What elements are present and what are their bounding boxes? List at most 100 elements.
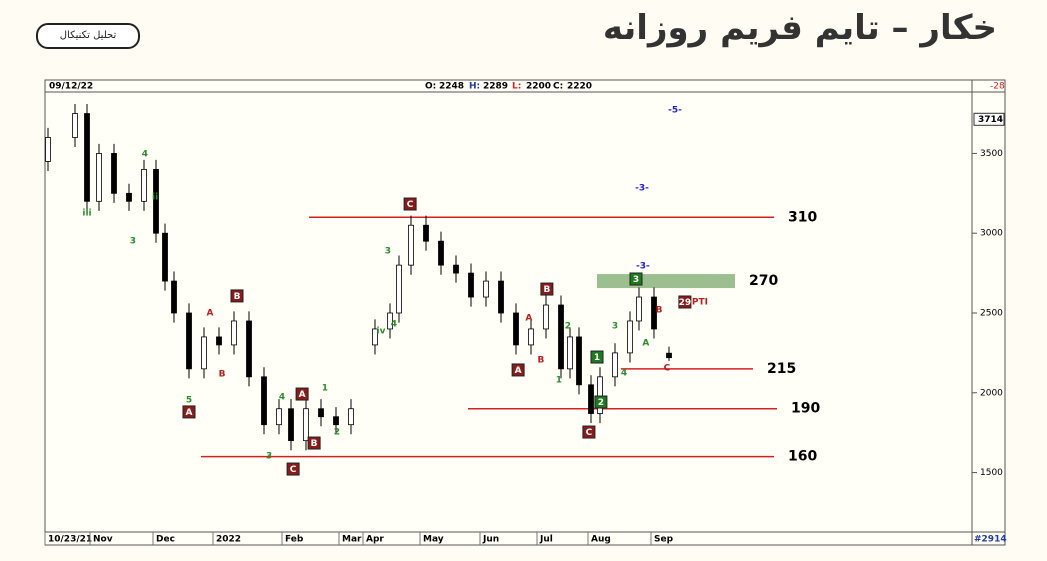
annotation-label: 4 xyxy=(279,392,285,402)
ohlc-key: C: xyxy=(553,82,563,92)
candle-body xyxy=(348,408,354,426)
candle-body xyxy=(666,352,672,359)
y-tick-label: 2000 xyxy=(980,388,1003,398)
candle-body xyxy=(558,304,564,370)
annotation-label: 2 xyxy=(565,322,571,332)
candle-body xyxy=(201,336,207,370)
level-label: 190 xyxy=(791,401,820,417)
x-tick-label: Feb xyxy=(285,535,304,545)
candle-body xyxy=(45,137,51,162)
analysis-button[interactable]: تحلیل تکنیکال xyxy=(36,23,140,49)
annotation-box xyxy=(678,295,692,309)
annotation-label: 1 xyxy=(556,376,562,386)
page-title: خکار – تایم فریم روزانه xyxy=(602,8,997,48)
footer-label: #2914 xyxy=(974,535,1007,545)
candle-body xyxy=(543,304,549,330)
candle-body xyxy=(528,328,534,346)
y-tick-label: 3500 xyxy=(980,149,1003,159)
annotation-box xyxy=(182,405,196,419)
candle-body xyxy=(408,224,414,266)
candle-body xyxy=(588,384,594,414)
x-tick-label: Mar xyxy=(342,535,362,545)
candle-body xyxy=(84,113,90,202)
candle-body xyxy=(387,312,393,330)
annotation-label: 5 xyxy=(186,395,192,405)
annotation-label: 29 xyxy=(679,298,692,308)
ohlc-key: H: xyxy=(469,82,480,92)
x-tick-label: Jun xyxy=(482,535,499,545)
candle-body xyxy=(162,232,168,282)
x-tick-label: Aug xyxy=(591,535,611,545)
candle-body xyxy=(72,113,78,138)
ohlc-value: 2289 xyxy=(483,82,508,92)
change-label: -28 xyxy=(990,82,1005,92)
x-tick-label: Sep xyxy=(654,535,674,545)
last-box-label: 3714 xyxy=(978,115,1003,125)
annotation-label: A xyxy=(642,338,649,348)
chart-frame xyxy=(44,79,1006,546)
annotation-label: A xyxy=(515,366,522,376)
annotation-box xyxy=(230,289,244,303)
annotation-label: 1 xyxy=(322,383,328,393)
candle-body xyxy=(636,296,642,322)
x-tick-label: 10/23/21 xyxy=(48,535,92,545)
candle-body xyxy=(216,336,222,346)
annotation-label: C xyxy=(407,200,414,210)
annotation-label: A xyxy=(525,313,532,323)
ohlc-value: 2200 xyxy=(526,82,551,92)
annotation-label: A xyxy=(299,390,306,400)
x-tick-label: 2022 xyxy=(216,535,241,545)
annotation-label: 2 xyxy=(598,398,604,408)
candle-body xyxy=(438,240,444,266)
level-label: 270 xyxy=(749,273,778,289)
candle-body xyxy=(318,408,324,418)
candle-body xyxy=(567,336,573,370)
candle-body xyxy=(288,408,294,442)
annotation-box xyxy=(403,197,417,211)
last-box xyxy=(973,112,1005,126)
candle-body xyxy=(186,312,192,370)
annotation-label: 3 xyxy=(385,247,391,257)
annotation-label: 2 xyxy=(334,428,340,438)
annotation-label: 3 xyxy=(633,275,639,285)
annotation-box xyxy=(295,387,309,401)
annotation-box xyxy=(590,350,604,364)
candle-body xyxy=(468,272,474,298)
annotation-label: -3- xyxy=(635,184,649,194)
annotation-box xyxy=(594,395,608,409)
annotation-box xyxy=(307,436,321,450)
annotation-box xyxy=(540,282,554,296)
annotation-box xyxy=(582,425,596,439)
annotation-label: iii xyxy=(82,208,91,218)
annotation-label: -5- xyxy=(668,106,682,116)
annotation-label: C xyxy=(586,428,593,438)
annotation-label: 4 xyxy=(391,320,397,330)
annotation-label: 3 xyxy=(612,322,618,332)
ohlc-key: L: xyxy=(512,82,521,92)
ohlc-value: 2220 xyxy=(567,82,592,92)
annotation-label: A xyxy=(207,308,214,318)
candle-body xyxy=(597,376,603,414)
y-tick-label: 2500 xyxy=(980,308,1003,318)
level-label: 215 xyxy=(767,361,796,377)
ohlc-value: 2248 xyxy=(439,82,464,92)
annotation-label: ii xyxy=(152,192,158,202)
candle-body xyxy=(153,168,159,234)
candle-body xyxy=(396,264,402,314)
candle-body xyxy=(453,264,459,274)
level-label: 160 xyxy=(788,449,817,465)
annotation-box xyxy=(511,363,525,377)
x-tick-label: Dec xyxy=(156,535,175,545)
annotation-label: B xyxy=(311,439,318,449)
candle-body xyxy=(483,280,489,298)
candle-body xyxy=(96,153,102,202)
annotation-label: 3 xyxy=(266,451,272,461)
candle-body xyxy=(276,408,282,426)
candle-body xyxy=(612,352,618,378)
x-tick-label: May xyxy=(423,535,444,545)
annotation-label: 4 xyxy=(621,368,627,378)
annotation-label: 1 xyxy=(594,353,600,363)
level-band xyxy=(597,274,735,289)
annotation-box xyxy=(629,272,643,286)
candle-body xyxy=(513,312,519,346)
